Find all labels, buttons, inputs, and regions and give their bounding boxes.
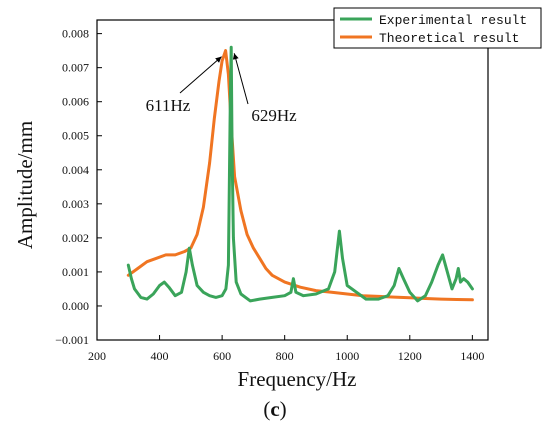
legend-label-0: Experimental result	[379, 13, 527, 28]
y-tick-label: 0.003	[62, 197, 89, 211]
y-tick-label: 0.008	[62, 27, 89, 41]
axes	[96, 19, 489, 341]
y-tick-label: −0.001	[55, 333, 89, 347]
x-tick-label: 400	[151, 349, 169, 363]
y-tick-label: 0.007	[62, 61, 89, 75]
x-tick-label: 800	[276, 349, 294, 363]
ticks: 200 400 600 800 1000 1200 1400 −0.001 0.000 0.001…	[55, 27, 484, 363]
x-tick-label: 600	[213, 349, 231, 363]
y-tick-label: 0.002	[62, 231, 89, 245]
y-axis-label: Amplitude/mm	[13, 121, 37, 249]
x-axis-label: Frequency/Hz	[238, 367, 357, 391]
x-tick-label: 1400	[460, 349, 484, 363]
plot-frame	[96, 19, 489, 341]
y-tick-label: 0.000	[62, 299, 89, 313]
series-line-experimental	[126, 45, 474, 303]
annotation-arrow-611	[179, 56, 222, 94]
x-tick-label: 200	[88, 349, 106, 363]
caption-open: (	[263, 397, 270, 421]
series-layer	[126, 45, 474, 303]
annotation-label-611: 611Hz	[146, 96, 191, 115]
caption-close: )	[280, 397, 287, 421]
annotation-label-629: 629Hz	[251, 106, 297, 125]
x-tick-label: 1200	[398, 349, 422, 363]
y-tick-label: 0.006	[62, 95, 89, 109]
annotations: 611Hz 629Hz	[146, 53, 297, 125]
legend: Experimental result Theoretical result	[333, 7, 542, 49]
y-tick-label: 0.004	[62, 163, 89, 177]
figure-caption: (c)	[263, 397, 286, 421]
y-tick-label: 0.005	[62, 129, 89, 143]
x-tick-label: 1000	[335, 349, 359, 363]
y-tick-label: 0.001	[62, 265, 89, 279]
series-line-theoretical	[126, 49, 474, 302]
legend-box	[333, 7, 542, 49]
caption-letter: c	[270, 397, 279, 421]
legend-label-1: Theoretical result	[379, 31, 519, 46]
annotation-arrow-629	[232, 53, 249, 105]
